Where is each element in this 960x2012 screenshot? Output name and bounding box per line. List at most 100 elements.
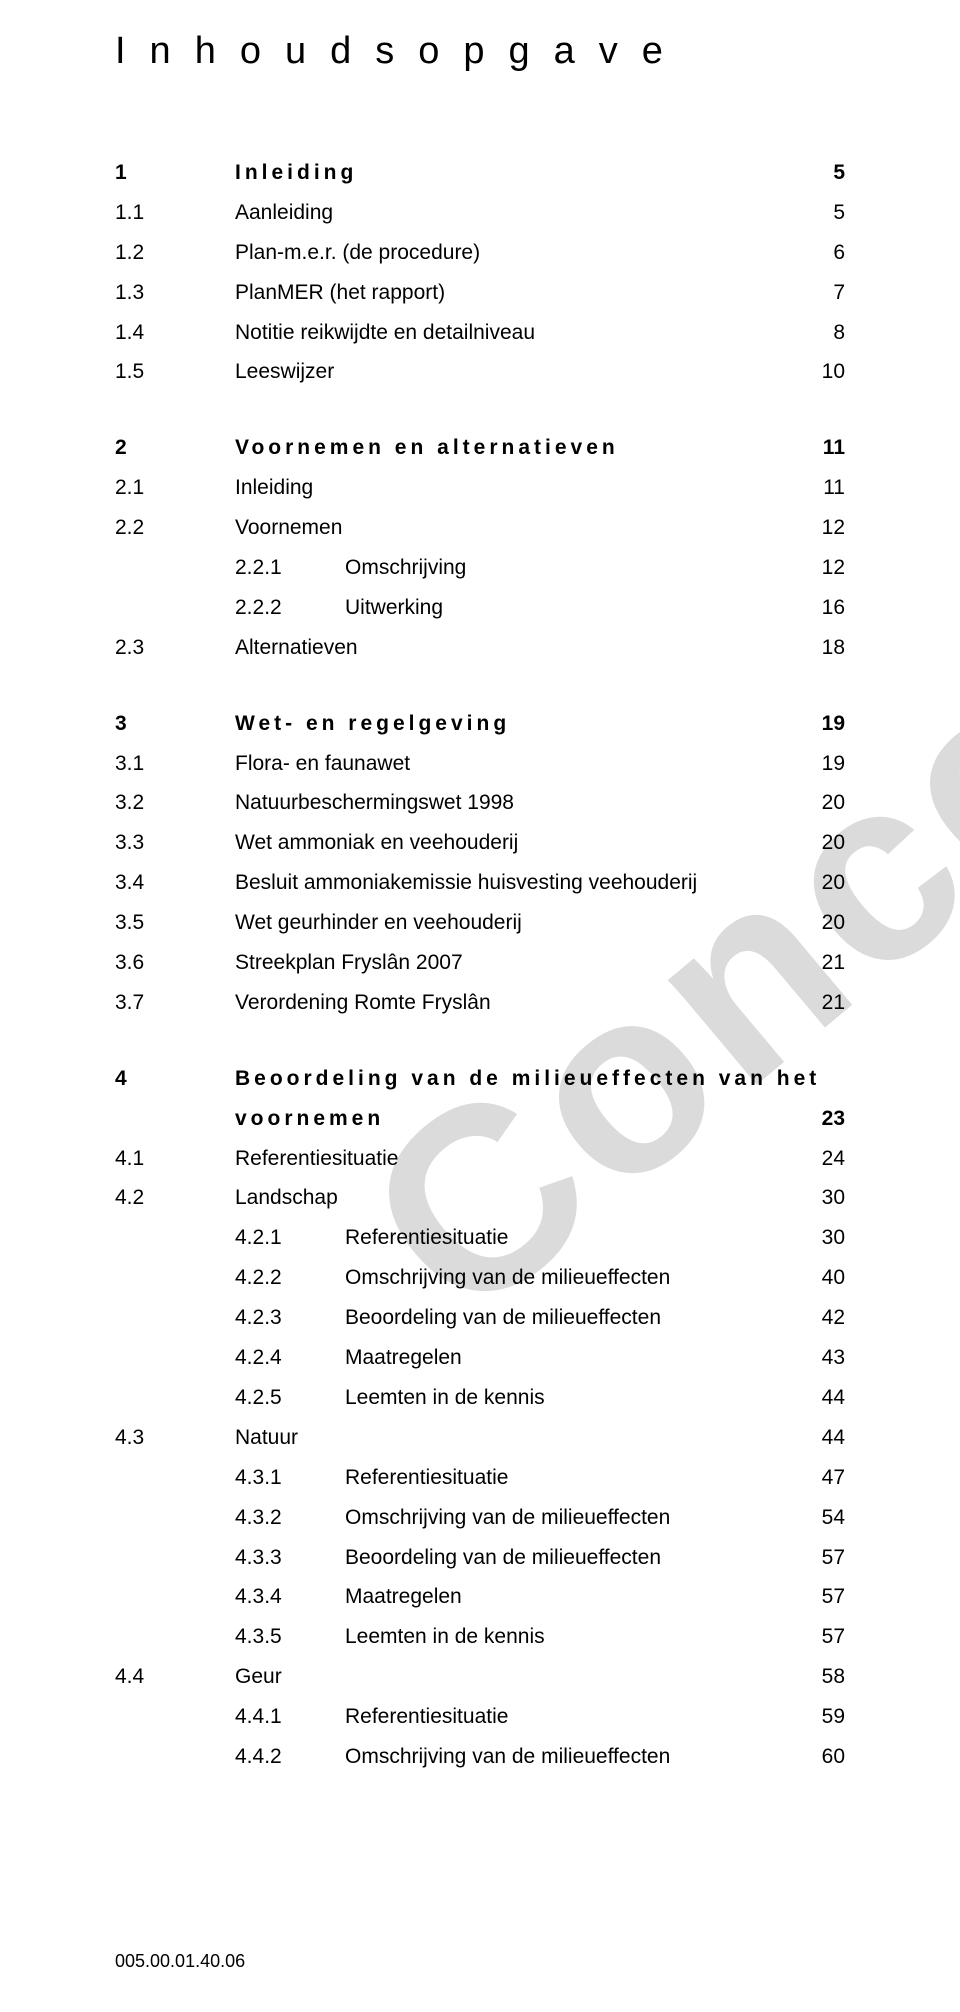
toc-page-number: 44 — [785, 1418, 845, 1458]
toc-subsection-cell: 2.2.2Uitwerking — [235, 588, 785, 628]
toc-subsection-cell: 4.4.2Omschrijving van de milieueffecten — [235, 1737, 785, 1777]
toc-section-label: Leeswijzer — [235, 352, 785, 392]
toc-page-number: 8 — [785, 313, 845, 353]
toc-chapter-number: 1 — [115, 153, 235, 193]
toc-section-number: 4.1 — [115, 1139, 235, 1179]
toc-section-number: 4.2 — [115, 1178, 235, 1218]
toc-section-number: 1.2 — [115, 233, 235, 273]
toc-row: 4.4.1Referentiesituatie59 — [115, 1697, 845, 1737]
toc-chapter-number: 3 — [115, 704, 235, 744]
toc-subsection-label: Maatregelen — [345, 1577, 785, 1617]
toc-chapter-label: Voornemen en alternatieven — [235, 428, 785, 468]
toc-page-number: 23 — [785, 1099, 845, 1139]
toc-row: 4.2.5Leemten in de kennis44 — [115, 1378, 845, 1418]
toc-subsection-cell: 4.3.4Maatregelen — [235, 1577, 785, 1617]
toc-section-label: Natuur — [235, 1418, 785, 1458]
toc-subsection-number: 4.2.5 — [235, 1378, 345, 1418]
toc-row: 3.5Wet geurhinder en veehouderij20 — [115, 903, 845, 943]
toc-subsection-number: 4.2.2 — [235, 1258, 345, 1298]
toc-section-number: 3.6 — [115, 943, 235, 983]
toc-row: 4.3Natuur44 — [115, 1418, 845, 1458]
toc-row: 4.2.2Omschrijving van de milieueffecten4… — [115, 1258, 845, 1298]
toc-page-number: 12 — [785, 548, 845, 588]
toc-section-number: 1.5 — [115, 352, 235, 392]
toc-subsection-cell: 2.2.1Omschrijving — [235, 548, 785, 588]
toc-section-label: Referentiesituatie — [235, 1139, 785, 1179]
toc-row: 4.2.4Maatregelen43 — [115, 1338, 845, 1378]
toc-page-number: 16 — [785, 588, 845, 628]
toc-section-number: 3.5 — [115, 903, 235, 943]
toc-page-number: 21 — [785, 983, 845, 1023]
toc-row: 4.4Geur58 — [115, 1657, 845, 1697]
toc-subsection-cell: 4.3.1Referentiesituatie — [235, 1458, 785, 1498]
toc-page-number: 11 — [785, 428, 845, 468]
toc-row: voornemen23 — [115, 1099, 845, 1139]
toc-page-number: 20 — [785, 903, 845, 943]
toc-subsection-cell: 4.3.3Beoordeling van de milieueffecten — [235, 1538, 785, 1578]
toc-indent-cell — [115, 1218, 235, 1258]
toc-section-number: 4.4 — [115, 1657, 235, 1697]
toc-indent-cell — [115, 1378, 235, 1418]
toc-section-label: Plan-m.e.r. (de procedure) — [235, 233, 785, 273]
toc-subsection-number: 4.3.1 — [235, 1458, 345, 1498]
toc-indent-cell — [115, 1737, 235, 1777]
toc-indent-cell — [115, 1258, 235, 1298]
toc-row: 4.1Referentiesituatie24 — [115, 1139, 845, 1179]
toc-row: 1.3PlanMER (het rapport)7 — [115, 273, 845, 313]
toc-section-number: 2.3 — [115, 628, 235, 668]
toc-row — [115, 392, 845, 428]
page: Concept Inhoudsopgave 1Inleiding51.1Aanl… — [0, 0, 960, 2012]
toc-row: 3Wet- en regelgeving19 — [115, 704, 845, 744]
toc-row: 4.3.4Maatregelen57 — [115, 1577, 845, 1617]
toc-row: 4Beoordeling van de milieueffecten van h… — [115, 1059, 845, 1099]
toc-section-label: Flora- en faunawet — [235, 744, 785, 784]
toc-section-number: 2.1 — [115, 468, 235, 508]
toc-page-number: 7 — [785, 273, 845, 313]
toc-page-number: 44 — [785, 1378, 845, 1418]
toc-subsection-cell: 4.2.3Beoordeling van de milieueffecten — [235, 1298, 785, 1338]
toc-row: 4.3.1Referentiesituatie47 — [115, 1458, 845, 1498]
toc-section-number: 3.2 — [115, 783, 235, 823]
toc-page-number: 20 — [785, 863, 845, 903]
toc-subsection-label: Maatregelen — [345, 1338, 785, 1378]
toc-gap — [115, 668, 845, 704]
toc-row: 2.2Voornemen12 — [115, 508, 845, 548]
toc-page-number: 6 — [785, 233, 845, 273]
toc-page-number: 57 — [785, 1617, 845, 1657]
toc-page-number: 18 — [785, 628, 845, 668]
toc-page-number: 12 — [785, 508, 845, 548]
toc-page-number: 24 — [785, 1139, 845, 1179]
toc-row: 4.3.3Beoordeling van de milieueffecten57 — [115, 1538, 845, 1578]
toc-row: 4.4.2Omschrijving van de milieueffecten6… — [115, 1737, 845, 1777]
toc-section-label: Verordening Romte Fryslân — [235, 983, 785, 1023]
toc-section-number: 3.7 — [115, 983, 235, 1023]
toc-subsection-label: Omschrijving van de milieueffecten — [345, 1737, 785, 1777]
toc-page-number: 43 — [785, 1338, 845, 1378]
toc-subsection-label: Omschrijving — [345, 548, 785, 588]
toc-chapter-label: Wet- en regelgeving — [235, 704, 785, 744]
toc-subsection-label: Omschrijving van de milieueffecten — [345, 1258, 785, 1298]
toc-row: 1.5Leeswijzer10 — [115, 352, 845, 392]
toc-row: 1Inleiding5 — [115, 153, 845, 193]
toc-row: 4.2Landschap30 — [115, 1178, 845, 1218]
toc-indent-cell — [115, 1617, 235, 1657]
toc-subsection-number: 4.2.4 — [235, 1338, 345, 1378]
toc-row: 4.2.3Beoordeling van de milieueffecten42 — [115, 1298, 845, 1338]
toc-subsection-number: 2.2.2 — [235, 588, 345, 628]
toc-subsection-number: 4.2.1 — [235, 1218, 345, 1258]
toc-section-number: 2.2 — [115, 508, 235, 548]
toc-indent-cell — [115, 1577, 235, 1617]
footer-doc-id: 005.00.01.40.06 — [115, 1951, 245, 1972]
toc-section-label: Inleiding — [235, 468, 785, 508]
toc-page-number: 20 — [785, 823, 845, 863]
toc-row — [115, 1023, 845, 1059]
toc-section-label: Natuurbeschermingswet 1998 — [235, 783, 785, 823]
toc-chapter-label: Inleiding — [235, 153, 785, 193]
toc-section-label: Geur — [235, 1657, 785, 1697]
toc-subsection-label: Referentiesituatie — [345, 1697, 785, 1737]
toc-page-number: 40 — [785, 1258, 845, 1298]
toc-row: 2.1Inleiding11 — [115, 468, 845, 508]
toc-subsection-number: 4.4.1 — [235, 1697, 345, 1737]
toc-section-label: Wet geurhinder en veehouderij — [235, 903, 785, 943]
toc-page-number: 60 — [785, 1737, 845, 1777]
